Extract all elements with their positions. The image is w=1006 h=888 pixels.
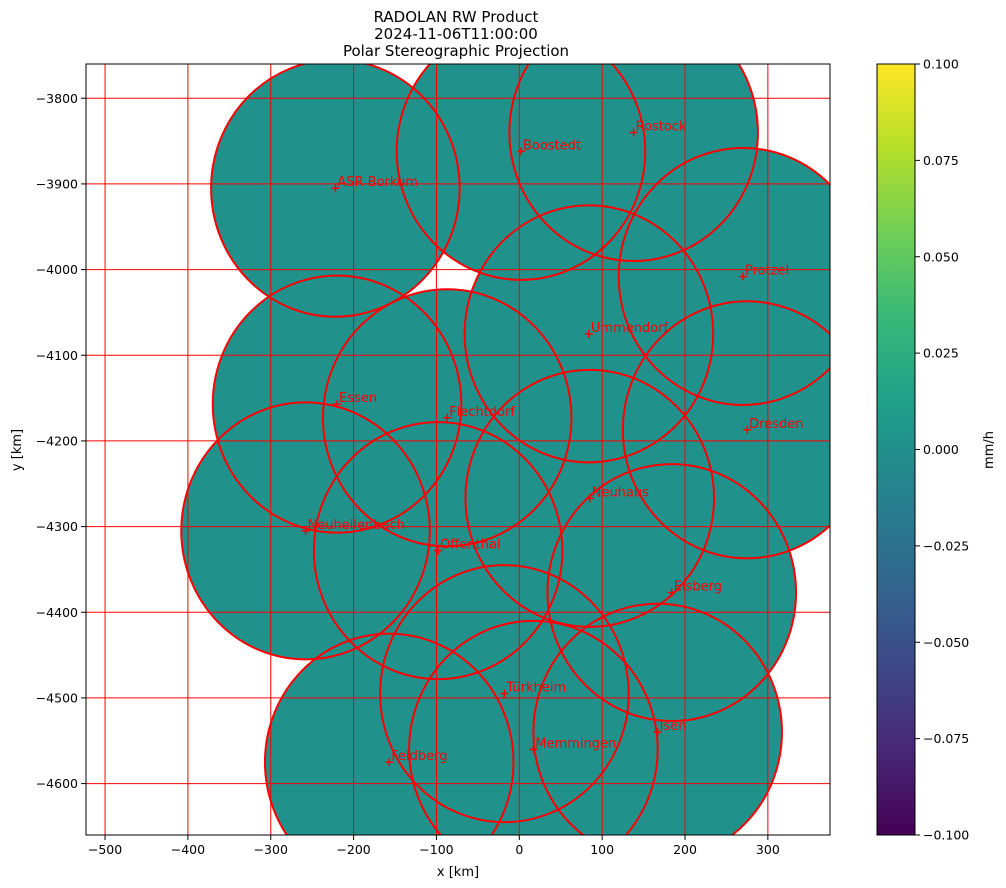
radar-site-label: Dresden [749, 417, 803, 432]
y-tick-label: −4300 [36, 519, 78, 534]
radar-site-label: Türkheim [505, 681, 566, 696]
x-tick-label: −100 [419, 842, 453, 857]
radar-site-label: Feldberg [391, 749, 447, 764]
radar-range-ring [210, 64, 461, 318]
x-tick-label: −200 [336, 842, 370, 857]
y-tick-label: −3800 [36, 91, 78, 106]
radar-range-ring [617, 146, 830, 406]
range-rings [180, 64, 830, 835]
radar-range-ring [546, 463, 798, 723]
radar-site-label: Memmingen [535, 736, 616, 751]
radar-site-label: Ummendorf [591, 321, 669, 336]
x-tick-label: −500 [88, 842, 122, 857]
radar-range-ring [508, 64, 759, 262]
chart-title-line-2: 2024-11-06T11:00:00 [374, 25, 538, 43]
radar-range-ring [395, 64, 647, 281]
x-tick-label: 200 [673, 842, 697, 857]
y-tick-label: −4500 [36, 690, 78, 705]
radar-range-ring [463, 204, 715, 464]
colorbar-gradient [876, 63, 916, 836]
radar-site-label: Rostock [636, 120, 687, 135]
radar-site-marker [443, 413, 452, 422]
y-axis: −3800 −3900 −4000 −4100 −4200 −4300 −4400 −4500… [36, 91, 86, 791]
radar-site-marker [584, 329, 593, 338]
colorbar-tick-label: −0.075 [923, 731, 969, 746]
y-axis-label: y [km] [10, 429, 25, 471]
y-tick-label: −4000 [36, 262, 78, 277]
x-axis-label: x [km] [437, 865, 479, 880]
radar-markers: ASR Borkum Boostedt Rostock Protzel Ummendor… [301, 120, 803, 767]
radar-range-ring [263, 632, 515, 835]
colorbar-label: mm/h [982, 431, 997, 469]
radar-site-marker [653, 728, 662, 737]
radar-site-marker [331, 184, 340, 193]
radar-range-ring [321, 288, 573, 548]
radar-site-label: Eisberg [674, 580, 722, 595]
radar-range-ring [180, 401, 431, 661]
plot-area: ASR Borkum Boostedt Rostock Protzel Ummendor… [85, 63, 831, 836]
plot-frame [85, 63, 831, 836]
coverage-fill-layer [181, 64, 830, 835]
y-tick-label: −3900 [36, 176, 78, 191]
radar-site-marker [743, 425, 752, 434]
colorbar-tick-label: 0.075 [923, 153, 959, 168]
y-tick-label: −4400 [36, 605, 78, 620]
radar-range-ring [464, 368, 716, 628]
radar-site-marker [529, 745, 538, 754]
x-tick-label: −400 [171, 842, 205, 857]
radar-site-label: Neuhaus [592, 485, 649, 500]
radar-site-label: Flechtdorf [449, 405, 515, 420]
radar-site-marker [516, 147, 525, 156]
coverage-disk [264, 633, 514, 835]
colorbar-tick-label: 0.050 [923, 249, 959, 264]
radar-site-label: Neuheilenbach [308, 518, 405, 533]
radar-site-marker [585, 494, 594, 503]
radar-range-ring [408, 619, 659, 835]
radar-site-marker [333, 400, 342, 409]
radar-site-label: Essen [339, 391, 377, 406]
y-tick-label: −4600 [36, 776, 78, 791]
radar-site-label: ASR Borkum [337, 175, 418, 190]
radar-site-marker [629, 128, 638, 137]
radar-site-label: Protzel [745, 263, 789, 278]
colorbar-ticks: 0.100 0.075 0.050 0.025 0.000 −0.025 −0.050 −0.… [915, 57, 969, 843]
colorbar-tick-label: 0.025 [923, 346, 959, 361]
chart-title-line-1: RADOLAN RW Product [374, 8, 539, 26]
chart-title-line-3: Polar Stereographic Projection [343, 42, 569, 60]
radar-range-ring [621, 300, 830, 560]
x-tick-label: −300 [254, 842, 288, 857]
radar-site-label: Isen [660, 719, 687, 734]
radar-site-marker [301, 526, 310, 535]
x-tick-label: 300 [756, 842, 780, 857]
colorbar-tick-label: −0.050 [923, 635, 969, 650]
radar-site-marker [434, 546, 443, 555]
radar-site-marker [500, 689, 509, 698]
radar-site-label: Boostedt [523, 138, 581, 153]
colorbar-tick-label: 0.100 [923, 57, 959, 72]
radar-range-ring [211, 274, 463, 534]
x-tick-label: 100 [590, 842, 614, 857]
colorbar-tick-label: −0.025 [923, 538, 969, 553]
radar-site-label: Offenthal [440, 538, 500, 553]
colorbar-tick-label: −0.100 [923, 828, 969, 843]
y-tick-label: −4100 [36, 348, 78, 363]
radar-site-marker [385, 758, 394, 767]
colorbar-tick-label: 0.000 [923, 442, 959, 457]
radar-range-ring [312, 421, 564, 681]
radar-range-ring [532, 602, 783, 835]
x-axis: −500 −400 −300 −200 −100 0 100 200 300 [88, 835, 780, 857]
radar-site-marker [667, 588, 676, 597]
x-tick-label: 0 [515, 842, 523, 857]
radar-range-ring [379, 564, 630, 824]
radar-site-marker [739, 272, 748, 281]
y-tick-label: −4200 [36, 433, 78, 448]
colorbar: 0.100 0.075 0.050 0.025 0.000 −0.025 −0.050 −0.… [876, 57, 997, 843]
